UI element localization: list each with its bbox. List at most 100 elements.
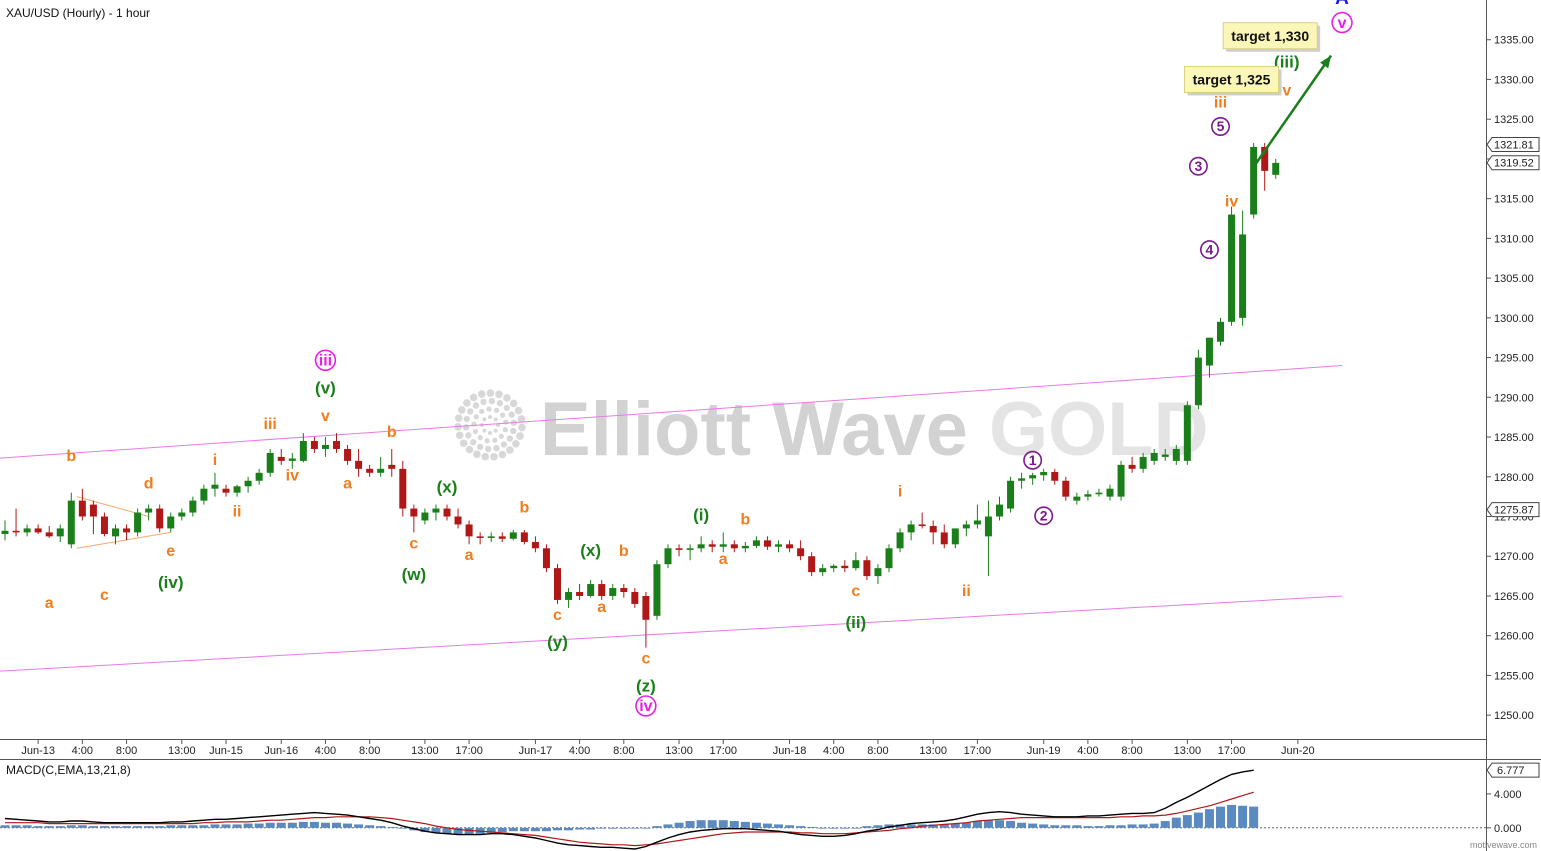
candle	[631, 588, 639, 608]
logo-dot	[509, 399, 518, 408]
wave-label-text: iii	[319, 353, 332, 370]
logo-dot	[510, 427, 517, 435]
logo-dot	[454, 414, 463, 422]
price-tick-label: 1260.00	[1494, 631, 1534, 643]
macd-histogram-bar	[1127, 824, 1137, 828]
macd-histogram-bar	[674, 822, 684, 828]
candle	[542, 544, 550, 573]
logo-dot	[500, 441, 508, 448]
candle-body	[973, 520, 981, 525]
macd-histogram-bar	[188, 825, 198, 828]
logo-dot	[473, 414, 479, 420]
logo-dot	[457, 406, 466, 414]
candle	[366, 464, 374, 477]
time-tick-label: Jun-18	[773, 745, 807, 757]
macd-histogram-bar	[696, 820, 706, 828]
macd-histogram-bar	[464, 827, 474, 835]
candle	[620, 584, 628, 598]
macd-histogram-bar	[972, 821, 982, 828]
logo-dot	[490, 452, 498, 461]
candle-body	[56, 528, 64, 537]
macd-histogram-bar	[133, 826, 143, 828]
macd-histogram-bar	[729, 821, 739, 828]
candle	[233, 484, 241, 497]
candle-body	[476, 536, 484, 538]
wave-label: iii	[314, 349, 337, 371]
logo-dot	[472, 428, 479, 435]
candle-body	[962, 524, 970, 529]
macd-histogram-bar	[420, 827, 430, 833]
candle-body	[1117, 464, 1125, 497]
candle-body	[1007, 480, 1015, 509]
logo-dot	[493, 407, 500, 413]
candle-body	[763, 540, 771, 547]
candle-body	[299, 441, 307, 461]
macd-histogram-bar	[221, 824, 231, 828]
candle	[56, 524, 64, 542]
candle-body	[1183, 405, 1191, 461]
macd-histogram-bar	[884, 824, 894, 828]
candle-body	[277, 456, 285, 461]
candle	[355, 448, 363, 477]
macd-histogram-bar	[111, 826, 120, 828]
wave-label-text: a	[719, 551, 728, 568]
wave-label: c	[851, 583, 860, 600]
candle	[1161, 448, 1169, 461]
wave-label-text: c	[851, 583, 860, 600]
wave-label-text: (ii)	[845, 613, 866, 632]
candle	[1228, 206, 1236, 326]
wave-label: b	[740, 511, 750, 528]
candle-body	[189, 500, 197, 513]
candle-body	[664, 548, 672, 565]
candle-body	[45, 532, 53, 537]
wave-label-text: d	[144, 476, 154, 493]
candle	[918, 512, 926, 529]
wave-label-text: (i)	[693, 505, 709, 524]
candle-body	[443, 508, 451, 517]
logo-dot	[488, 431, 492, 435]
candle	[719, 532, 727, 553]
candle-body	[1261, 147, 1269, 171]
candle	[200, 484, 208, 505]
candle	[277, 448, 285, 465]
candle-body	[874, 568, 882, 577]
wave-label-text: b	[740, 511, 750, 528]
wave-label-circle	[314, 349, 337, 371]
candle	[752, 536, 760, 549]
macd-histogram-bar	[762, 823, 772, 828]
candle-body	[454, 516, 462, 525]
target-boxes: target 1,330 target 1,325	[1184, 22, 1321, 96]
candle	[775, 540, 782, 553]
candle-body	[885, 548, 893, 569]
macd-histogram-bar	[343, 823, 353, 828]
logo-dot	[514, 406, 523, 415]
logo-dot	[518, 423, 526, 432]
logo-dot	[492, 437, 498, 443]
wave-label-text: a	[45, 595, 54, 612]
candle	[487, 532, 495, 542]
macd-histogram-bar	[387, 826, 397, 828]
candle	[1051, 468, 1059, 485]
logo-dot	[502, 427, 508, 433]
wave-label-text: b	[619, 543, 629, 560]
candle	[951, 528, 959, 549]
candle	[123, 524, 131, 541]
wave-label: iv	[286, 468, 299, 485]
macd-histogram-bar	[519, 827, 529, 832]
wave-label: (z)	[636, 676, 656, 695]
time-tick-label: Jun-15	[209, 745, 243, 757]
logo-dot	[488, 397, 496, 405]
candle	[67, 492, 75, 549]
macd-histogram-bar	[376, 826, 386, 828]
wave-label: d	[144, 476, 154, 493]
candle	[1183, 401, 1191, 465]
candle-body	[1062, 480, 1070, 497]
candle-body	[1205, 337, 1213, 366]
candle	[399, 460, 407, 517]
candle-body	[576, 591, 584, 596]
macd-signal-line	[5, 791, 1254, 847]
candle-body	[984, 516, 992, 537]
target-label: target 1,330	[1231, 28, 1309, 44]
time-tick-label: 4:00	[315, 745, 336, 757]
macd-histogram-bar	[1182, 815, 1192, 828]
